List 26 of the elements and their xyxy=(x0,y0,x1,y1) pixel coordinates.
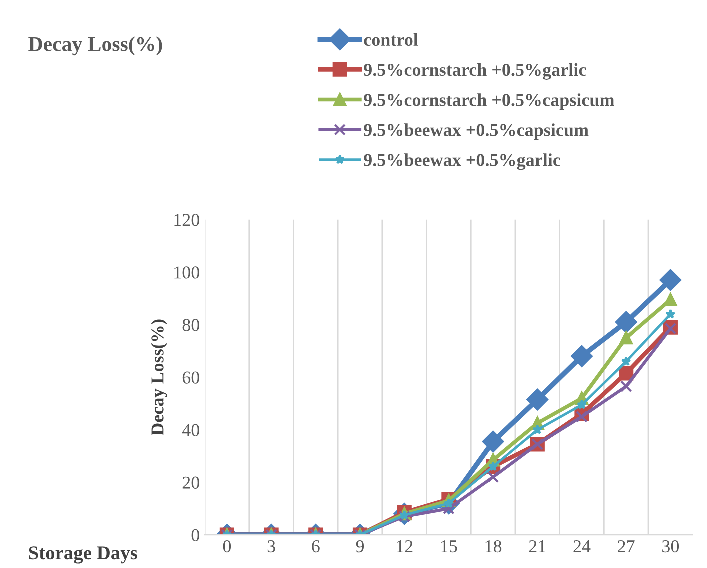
y-tick-label: 120 xyxy=(174,214,200,226)
y-tick-label: 40 xyxy=(182,424,200,436)
x-tick-label: 6 xyxy=(312,540,320,553)
x-tick-label: 0 xyxy=(223,540,232,553)
legend-label: 9.5%beewax +0.5%capsicum xyxy=(364,124,589,140)
y-axis-title: Decay Loss(%) xyxy=(151,320,168,436)
x-tick-label: 30 xyxy=(662,540,680,553)
y-tick-label: 80 xyxy=(182,319,200,332)
x-tick-label: 18 xyxy=(486,540,502,553)
y-tick-label: 60 xyxy=(182,372,200,384)
legend-label: 9.5%cornstarch +0.5%garlic xyxy=(364,63,586,80)
y-tick-label: 0 xyxy=(192,529,200,542)
x-axis-title: Storage Days xyxy=(29,546,138,564)
x-tick-label: 9 xyxy=(356,540,364,553)
x-tick-label: 24 xyxy=(574,540,591,552)
x-tick-label: 12 xyxy=(397,540,413,552)
legend-label: 9.5%beewax +0.5%garlic xyxy=(364,154,560,170)
x-tick-label: 27 xyxy=(618,540,635,552)
legend-label: control xyxy=(364,33,418,46)
y-tick-label: 100 xyxy=(174,266,200,279)
legend-label: 9.5%cornstarch +0.5%capsicum xyxy=(364,94,614,110)
x-tick-label: 21 xyxy=(529,540,546,552)
x-tick-label: 3 xyxy=(268,540,276,553)
x-tick-label: 15 xyxy=(442,540,458,553)
y-tick-label: 20 xyxy=(182,476,200,489)
chart-title: Decay Loss(%) xyxy=(28,36,162,56)
